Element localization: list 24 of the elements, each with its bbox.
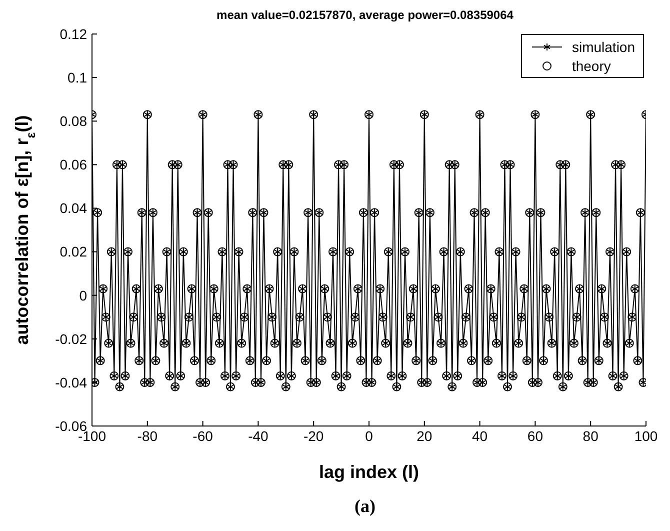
y-tick-label: 0 — [79, 287, 88, 304]
x-tick-label: 60 — [527, 428, 544, 444]
legend-label: theory — [572, 58, 611, 74]
x-tick-label: 100 — [634, 428, 658, 444]
x-tick-label: 20 — [416, 428, 432, 444]
x-axis-title: lag index (l) — [318, 462, 420, 482]
x-tick-label: 40 — [472, 428, 488, 444]
text: (a) — [354, 496, 376, 517]
x-tick-label: -80 — [137, 428, 158, 444]
y-tick-label: 0.04 — [60, 200, 88, 216]
x-tick-label: -40 — [248, 428, 269, 444]
x-tick-label: -60 — [192, 428, 214, 444]
y-tick-label: -0.04 — [55, 374, 88, 390]
x-tick-label: 80 — [582, 428, 599, 444]
y-tick-label: 0.1 — [68, 70, 88, 86]
x-tick-label: -20 — [303, 428, 324, 444]
y-tick-label: 0.08 — [60, 113, 88, 130]
y-tick-label: 0.06 — [60, 156, 88, 173]
y-tick-label: 0.02 — [60, 244, 88, 260]
x-tick-label: 0 — [365, 428, 374, 444]
y-tick-label: 0.12 — [60, 26, 88, 42]
legend-label: simulation — [572, 38, 635, 54]
y-tick-label: -0.02 — [55, 330, 88, 347]
chart-title: mean value=0.02157870, average power=0.08359064 — [216, 8, 514, 24]
